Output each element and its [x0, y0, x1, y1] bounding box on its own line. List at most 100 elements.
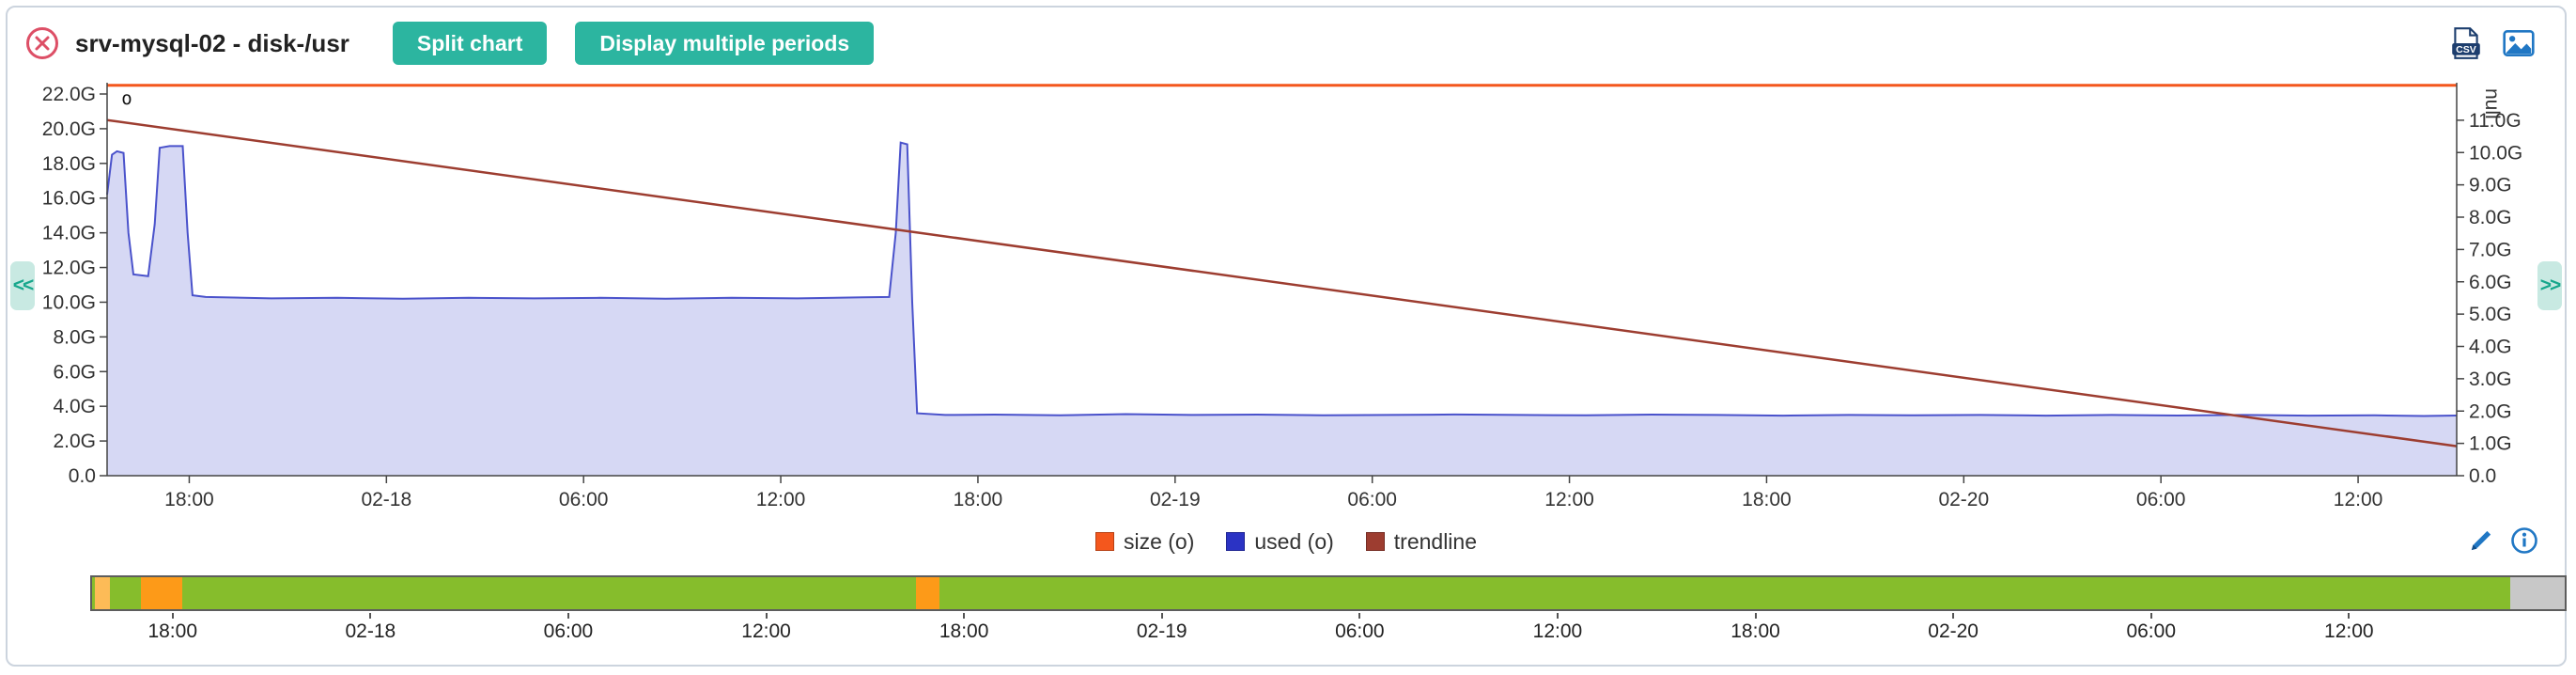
- timeline-tick: [1754, 613, 1757, 619]
- timeline-segment: [92, 577, 96, 609]
- chart-annotation: o: [121, 88, 132, 109]
- legend-label: used (o): [1254, 528, 1334, 554]
- series-area-used-o: [107, 142, 2457, 476]
- y-left-tick-label: 6.0G: [53, 361, 96, 383]
- timeline-segment: [182, 577, 917, 609]
- y-left-tick-label: 2.0G: [53, 431, 96, 452]
- export-icons: CSV: [2448, 25, 2537, 61]
- y-right-tick-label: 3.0G: [2469, 369, 2512, 390]
- y-left-tick-label: 10.0G: [42, 291, 96, 313]
- timeline-tick-label: 02-19: [1136, 620, 1187, 642]
- display-multiple-periods-button[interactable]: Display multiple periods: [575, 22, 875, 65]
- timeline-tick: [369, 613, 372, 619]
- x-tick-label: 06:00: [559, 489, 609, 510]
- timeline-tick-label: 06:00: [543, 620, 594, 642]
- y-left-tick-label: 12.0G: [42, 258, 96, 279]
- series-line-used-o: [106, 141, 2458, 417]
- legend-item: trendline: [1365, 528, 1477, 555]
- timeline-tick-label: 18:00: [1730, 620, 1780, 642]
- y-left-tick-label: 22.0G: [42, 84, 96, 105]
- timeline-tick-label: 18:00: [939, 620, 989, 642]
- y-left-tick-label: 8.0G: [53, 326, 96, 348]
- timeline-tick-label: 06:00: [1335, 620, 1385, 642]
- timeline-labels: 18:00 02-18 06:00 12:00 18:00 02-19 06:00 12:00…: [8, 613, 2568, 647]
- graph-title: srv-mysql-02 - disk-/usr: [75, 28, 349, 57]
- x-tick-label: 02-19: [1150, 489, 1201, 510]
- timeline-tick: [566, 613, 569, 619]
- timeline-tick: [1952, 613, 1955, 619]
- svg-text:CSV: CSV: [2456, 44, 2476, 55]
- csv-export-icon[interactable]: CSV: [2448, 25, 2484, 61]
- y-left-tick-label: 0.0: [69, 465, 96, 487]
- x-tick-label: 18:00: [954, 489, 1003, 510]
- split-chart-button[interactable]: Split chart: [392, 22, 548, 65]
- legend-swatch: [1094, 532, 1114, 551]
- x-tick-label: 06:00: [2136, 489, 2186, 510]
- x-tick-label: 12:00: [1544, 489, 1594, 510]
- main-chart[interactable]: 0.0 2.0G 4.0G 6.0G 8.0G 10.0G 12.0G 14.0G 16.0G 1…: [8, 70, 2568, 526]
- y-right-tick-label: 9.0G: [2469, 175, 2512, 196]
- graph-widget-card: srv-mysql-02 - disk-/usr Split chart Dis…: [6, 6, 2567, 667]
- y-left-tick-label: 4.0G: [53, 396, 96, 417]
- timeline-tick: [1556, 613, 1559, 619]
- y-right-tick-label: 11.0G: [2469, 110, 2522, 132]
- scroll-left-button[interactable]: <<: [10, 261, 35, 310]
- timeline-segment: [110, 577, 142, 609]
- timeline-tick-label: 02-18: [345, 620, 396, 642]
- x-tick-label: 18:00: [164, 489, 214, 510]
- legend-item: size (o): [1094, 528, 1195, 555]
- legend-tools: [2467, 526, 2538, 555]
- close-icon: [26, 27, 58, 59]
- timeline-tick-label: 02-20: [1928, 620, 1979, 642]
- y-right-tick-label: 2.0G: [2469, 400, 2512, 422]
- legend-swatch: [1365, 532, 1385, 551]
- timeline-segment: [2510, 577, 2565, 609]
- timeline-tick: [963, 613, 966, 619]
- timeline-tick-label: 12:00: [741, 620, 791, 642]
- timeline-tick: [2348, 613, 2351, 619]
- timeline-segment: [95, 577, 111, 609]
- legend-item: used (o): [1226, 528, 1334, 555]
- timeline-tick: [1160, 613, 1163, 619]
- x-tick-label: 12:00: [756, 489, 806, 510]
- timeline-tick-label: 18:00: [147, 620, 198, 642]
- y-right-tick-label: 8.0G: [2469, 207, 2512, 228]
- y-right-tick-label: 7.0G: [2469, 239, 2512, 260]
- y-left-tick-label: 14.0G: [42, 223, 96, 244]
- legend-label: trendline: [1393, 528, 1477, 554]
- right-axis-title: null: [2481, 88, 2503, 119]
- legend-label: size (o): [1123, 528, 1195, 554]
- y-left-tick-label: 20.0G: [42, 118, 96, 140]
- series-line-trendline: [106, 118, 2458, 447]
- timeline-segment: [916, 577, 939, 609]
- y-right-tick-label: 5.0G: [2469, 304, 2512, 325]
- timeline-tick-label: 06:00: [2126, 620, 2177, 642]
- timeline-bar[interactable]: [90, 575, 2567, 611]
- x-tick-label: 02-18: [361, 489, 411, 510]
- image-export-icon[interactable]: [2501, 25, 2537, 61]
- close-button[interactable]: [24, 25, 60, 61]
- y-left-tick-label: 18.0G: [42, 153, 96, 175]
- x-tick-label: 18:00: [1742, 489, 1792, 510]
- timeline-segment: [939, 577, 2511, 609]
- graph-header: srv-mysql-02 - disk-/usr Split chart Dis…: [24, 19, 2548, 68]
- x-tick-label: 06:00: [1347, 489, 1397, 510]
- y-left-tick-label: 16.0G: [42, 188, 96, 210]
- timeline-segment: [141, 577, 183, 609]
- timeline-tick: [765, 613, 768, 619]
- scroll-right-button[interactable]: >>: [2537, 261, 2562, 310]
- timeline-tick: [1358, 613, 1361, 619]
- x-tick-label: 12:00: [2334, 489, 2383, 510]
- timeline-tick-label: 12:00: [1532, 620, 1583, 642]
- timeline-tick: [2149, 613, 2152, 619]
- y-right-tick-label: 4.0G: [2469, 337, 2512, 358]
- y-right-tick-label: 6.0G: [2469, 272, 2512, 293]
- timeline-tick: [171, 613, 174, 619]
- y-right-tick-label: 1.0G: [2469, 433, 2512, 455]
- timeline-tick-label: 12:00: [2324, 620, 2374, 642]
- y-right-tick-label: 10.0G: [2469, 142, 2522, 164]
- info-icon[interactable]: [2510, 526, 2538, 555]
- y-right-tick-label: 0.0: [2469, 465, 2496, 487]
- x-tick-label: 02-20: [1938, 489, 1989, 510]
- edit-pencil-icon[interactable]: [2467, 526, 2495, 555]
